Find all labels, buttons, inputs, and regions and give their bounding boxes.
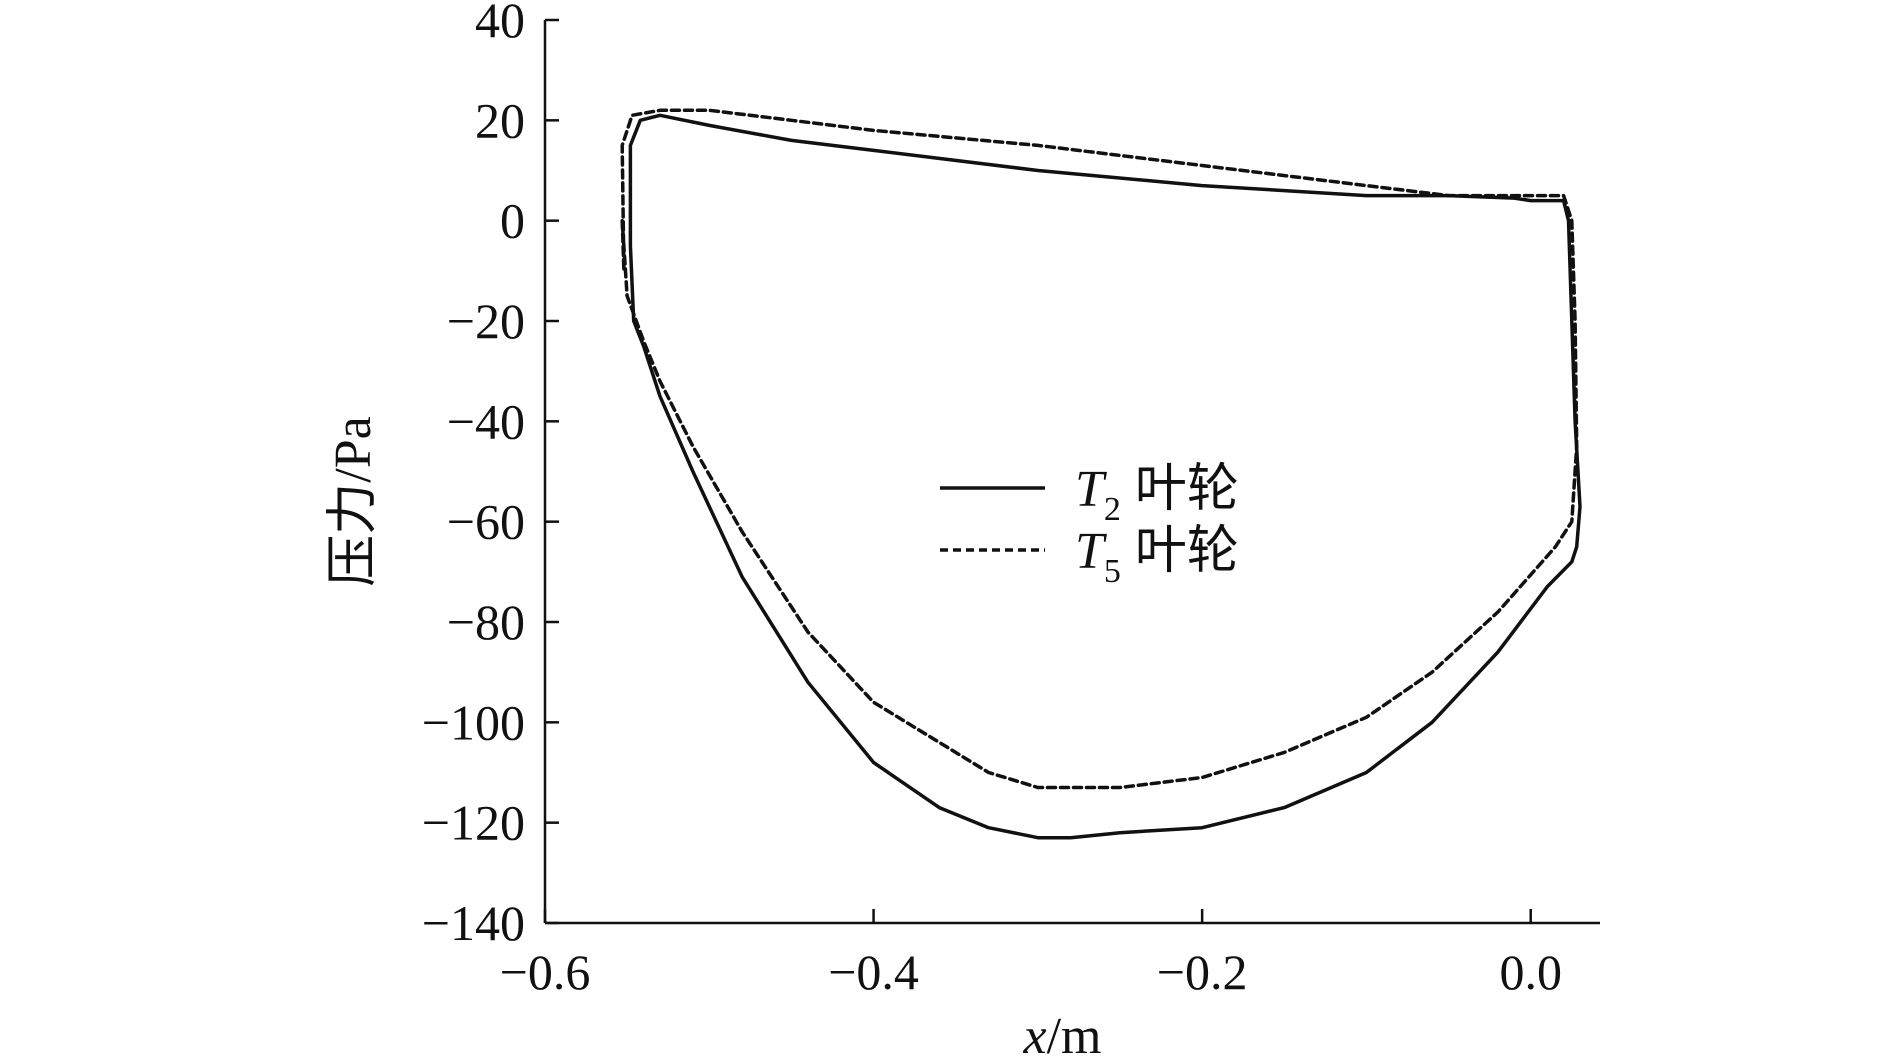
y-tick-label: −80 [447, 594, 525, 650]
legend-label-2: T5 叶轮 [1075, 523, 1239, 590]
y-tick-label: −140 [422, 895, 525, 951]
y-tick-label: −60 [447, 494, 525, 550]
series-layer [620, 108, 1582, 840]
y-ticks: 40 20 0 −20 −40 −60 −80 −100 −120 −140 [422, 0, 559, 951]
x-tick-label: −0.2 [1157, 944, 1248, 1000]
x-tick-label: 0.0 [1499, 944, 1562, 1000]
y-tick-label: −20 [447, 293, 525, 349]
y-tick-label: −40 [447, 393, 525, 449]
x-ticks: −0.6 −0.4 −0.2 0.0 [500, 909, 1562, 1000]
series-line-2 [620, 108, 1579, 790]
y-tick-label: −120 [422, 795, 525, 851]
legend-label-1: T2 叶轮 [1075, 461, 1239, 528]
x-tick-label: −0.6 [500, 944, 591, 1000]
y-axis-title: 压力/Pa [325, 416, 382, 586]
series-line-1 [628, 113, 1582, 840]
y-tick-label: 40 [475, 0, 525, 48]
x-tick-label: −0.4 [828, 944, 919, 1000]
x-axis-var: x [1023, 1008, 1047, 1059]
axes-layer: −0.6 −0.4 −0.2 0.0 40 20 0 −20 −40 −60 −80 −100 −12… [422, 0, 1600, 1000]
x-axis-title: x/m [1023, 1008, 1102, 1059]
x-axis-unit: /m [1047, 1008, 1102, 1059]
y-tick-label: 0 [500, 193, 525, 249]
y-tick-label: −100 [422, 694, 525, 750]
y-tick-label: 20 [475, 92, 525, 148]
